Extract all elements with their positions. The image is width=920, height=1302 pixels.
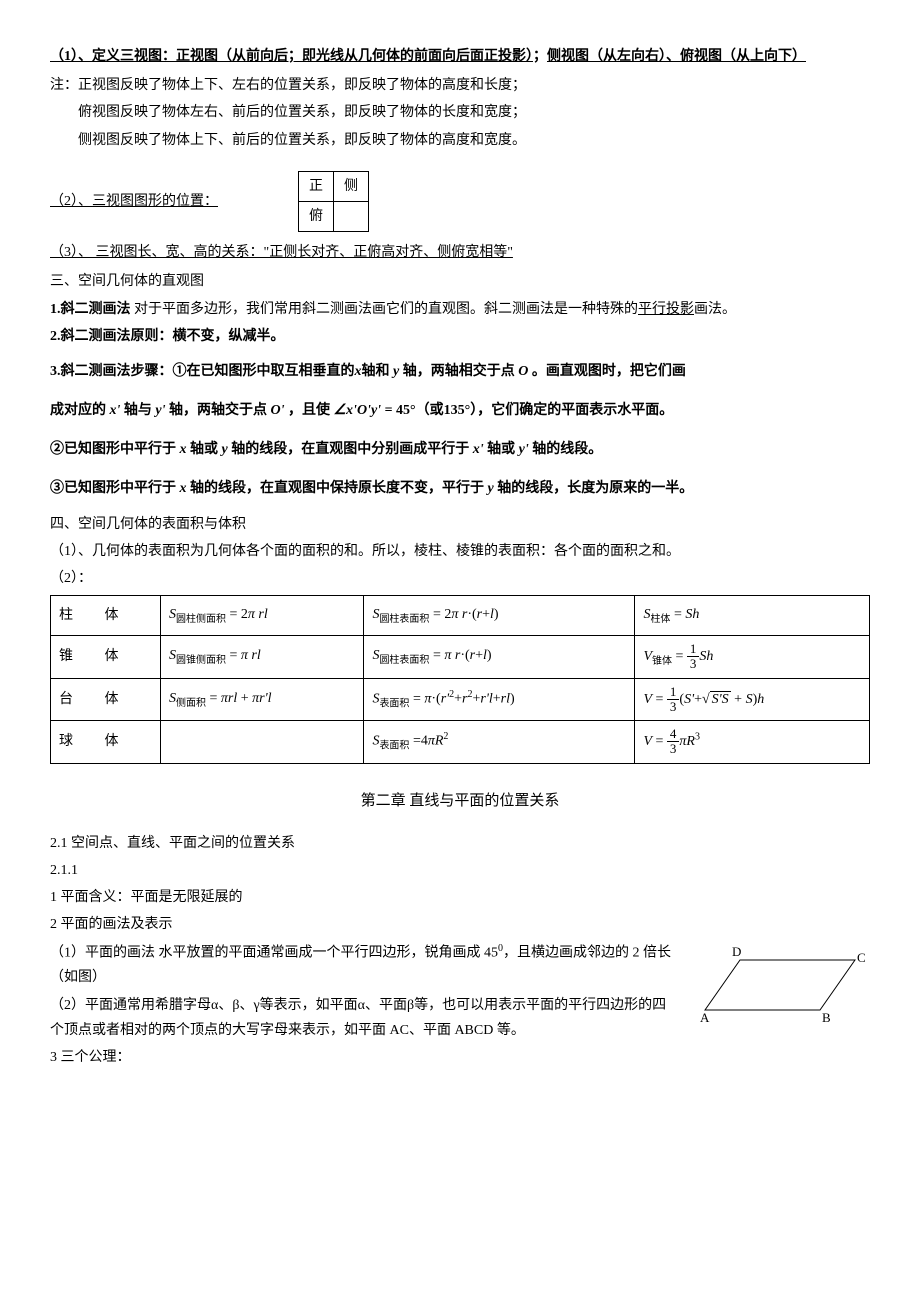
sec4-p3-step2: ②已知图形中平行于 x 轴或 y 轴的线段，在直观图中分别画成平行于 x' 轴或… xyxy=(50,437,870,462)
p3-3b: 轴或 xyxy=(190,442,218,457)
cell-empty xyxy=(334,201,369,231)
sec2-row: （2）、三视图图形的位置： 正 侧 俯 xyxy=(50,167,870,236)
table-row: 锥 体 S圆锥侧面积 = π rl S圆柱表面积 = π r·(r+l) V锥体… xyxy=(51,635,870,678)
sec4-p1-emph: 平行投影 xyxy=(638,302,694,317)
sec3-heading: （3）、 三视图长、宽、高的关系："正侧长对齐、正俯高对齐、侧俯宽相等" xyxy=(50,240,870,265)
p3-1b: 轴和 xyxy=(362,364,390,379)
p3-3d: 轴或 xyxy=(487,442,515,457)
sec5-p1: （1）、几何体的表面积为几何体各个面的面积的和。所以，棱柱、棱锥的表面积：各个面… xyxy=(50,539,870,564)
p3-2g: ），它们确定的平面表示水平面。 xyxy=(470,403,673,418)
cell-side: 侧 xyxy=(334,171,369,201)
label-B: B xyxy=(822,1010,831,1025)
sec4-p3-step3: ③已知图形中平行于 x 轴的线段，在直观图中保持原长度不变，平行于 y 轴的线段… xyxy=(50,476,870,501)
sec4-p1-tail: 画法。 xyxy=(694,302,736,317)
r2c2-sub: 圆柱表面积 xyxy=(379,655,429,666)
label-A: A xyxy=(700,1010,710,1025)
sec4-p1-lead: 1.斜二测画法 xyxy=(50,302,131,317)
p3-2f: 135° xyxy=(444,403,471,418)
row3-label: 台 体 xyxy=(51,678,161,721)
p3-2b: 轴与 xyxy=(124,403,152,418)
row4-c2: S表面积 =4πR2 xyxy=(364,721,635,764)
sec1-sep: ； xyxy=(533,49,547,64)
p3-2e: （或 xyxy=(416,403,444,418)
row3-c3: V = 13(S'+√S'S + S)h xyxy=(635,678,870,721)
r2c1-sub: 圆锥侧面积 xyxy=(176,655,226,666)
sec5-title: 四、空间几何体的表面积与体积 xyxy=(50,512,870,537)
p3-4b: 轴的线段，在直观图中保持原长度不变，平行于 xyxy=(190,481,484,496)
row2-c2: S圆柱表面积 = π r·(r+l) xyxy=(364,635,635,678)
ch2-p3: 3 三个公理： xyxy=(50,1045,870,1070)
p2-1b: 水平放置的平面通常画成一个平行四边形，锐角画成 45 xyxy=(155,945,498,960)
parallelogram-diagram: A B C D xyxy=(690,940,870,1039)
p3-1c: 轴，两轴相交于点 xyxy=(403,364,515,379)
sec4-p3-step1: 3.斜二测画法步骤：①在已知图形中取互相垂直的x轴和 y 轴，两轴相交于点 O … xyxy=(50,359,870,384)
p3-4c: 轴的线段，长度为原来的一半。 xyxy=(497,481,693,496)
sec1-note3: 侧视图反映了物体上下、前后的位置关系，即反映了物体的高度和宽度。 xyxy=(50,128,870,153)
row4-c3: V = 43πR3 xyxy=(635,721,870,764)
row4-label: 球 体 xyxy=(51,721,161,764)
row3-c2: S表面积 = π·(r'2+r2+r'l+rl) xyxy=(364,678,635,721)
sec5-p2: （2）： xyxy=(50,566,870,591)
p3-2d: ，且使 xyxy=(288,403,330,418)
ch2-s21: 2.1 空间点、直线、平面之间的位置关系 xyxy=(50,831,870,856)
sec1-front: 正视图（从前向后；即光线从几何体的前面向后面正投影） xyxy=(176,49,533,64)
three-view-position-table: 正 侧 俯 xyxy=(298,171,369,232)
label-C: C xyxy=(857,950,866,965)
ch2-p1: 1 平面含义：平面是无限延展的 xyxy=(50,885,870,910)
note1-text: 正视图反映了物体上下、左右的位置关系，即反映了物体的高度和长度； xyxy=(78,78,526,93)
row1-c3: S柱体 = Sh xyxy=(635,596,870,636)
label-D: D xyxy=(732,944,741,959)
row2-c1: S圆锥侧面积 = π rl xyxy=(161,635,364,678)
p3-3e: 轴的线段。 xyxy=(532,442,602,457)
sec1-side: 侧视图（从左向右）、俯视图（从上向下） xyxy=(547,49,806,64)
row1-label: 柱 体 xyxy=(51,596,161,636)
p3-1d: 。画直观图时，把它们画 xyxy=(532,364,686,379)
sec4-p3-step1b: 成对应的 x' 轴与 y' 轴，两轴交于点 O' ，且使 ∠x'O'y' = 4… xyxy=(50,398,870,423)
cell-front: 正 xyxy=(299,171,334,201)
row1-c1: S圆柱侧面积 = 2π rl xyxy=(161,596,364,636)
r1c3-sub: 柱体 xyxy=(650,614,670,625)
cell-top: 俯 xyxy=(299,201,334,231)
p3-1a: ①在已知图形中取互相垂直的 xyxy=(173,364,355,379)
p3-2c: 轴，两轴交于点 xyxy=(169,403,267,418)
p3-3c: 轴的线段，在直观图中分别画成平行于 xyxy=(231,442,469,457)
sec4-p1-body: 对于平面多边形，我们常用斜二测画法画它们的直观图。斜二测画法是一种特殊的 xyxy=(131,302,639,317)
sec4-p1: 1.斜二测画法 对于平面多边形，我们常用斜二测画法画它们的直观图。斜二测画法是一… xyxy=(50,297,870,322)
sec1-definition: （1）、定义三视图：正视图（从前向后；即光线从几何体的前面向后面正投影）；侧视图… xyxy=(50,44,870,69)
table-row: 柱 体 S圆柱侧面积 = 2π rl S圆柱表面积 = 2π r·(r+l) S… xyxy=(51,596,870,636)
r2c3-sub: 锥体 xyxy=(652,656,672,667)
parallelogram-svg: A B C D xyxy=(690,940,870,1030)
table-row: 球 体 S表面积 =4πR2 V = 43πR3 xyxy=(51,721,870,764)
r1c2-sub: 圆柱表面积 xyxy=(379,614,429,625)
p3-lead: 3.斜二测画法步骤： xyxy=(50,364,173,379)
r3c2-sub: 表面积 xyxy=(379,698,409,709)
ch2-p2: 2 平面的画法及表示 xyxy=(50,912,870,937)
sec1-heading: （1）、定义三视图： xyxy=(50,49,176,64)
r3c1-sub: 侧面积 xyxy=(176,698,206,709)
ch2-s211: 2.1.1 xyxy=(50,858,870,883)
table-row: 台 体 S侧面积 = πrl + πr'l S表面积 = π·(r'2+r2+r… xyxy=(51,678,870,721)
row3-c1: S侧面积 = πrl + πr'l xyxy=(161,678,364,721)
formula-table: 柱 体 S圆柱侧面积 = 2π rl S圆柱表面积 = 2π r·(r+l) S… xyxy=(50,595,870,764)
p2-1a: （1）平面的画法 xyxy=(50,945,155,960)
p3-3a: ②已知图形中平行于 xyxy=(50,442,176,457)
sec1-note2: 俯视图反映了物体左右、前后的位置关系，即反映了物体的长度和宽度； xyxy=(50,100,870,125)
row4-c1 xyxy=(161,721,364,764)
r4c2-sub: 表面积 xyxy=(379,741,409,752)
sec1-note1: 注：正视图反映了物体上下、左右的位置关系，即反映了物体的高度和长度； xyxy=(50,73,870,98)
row2-label: 锥 体 xyxy=(51,635,161,678)
row2-c3: V锥体 = 13Sh xyxy=(635,635,870,678)
p3-4a: ③已知图形中平行于 xyxy=(50,481,176,496)
sec4-title: 三、空间几何体的直观图 xyxy=(50,269,870,294)
note-lead: 注： xyxy=(50,78,78,93)
sec4-p2: 2.斜二测画法原则：横不变，纵减半。 xyxy=(50,324,870,349)
r1c1-sub: 圆柱侧面积 xyxy=(176,614,226,625)
chapter2-title: 第二章 直线与平面的位置关系 xyxy=(50,788,870,815)
sec2-heading: （2）、三视图图形的位置： xyxy=(50,189,218,214)
row1-c2: S圆柱表面积 = 2π r·(r+l) xyxy=(364,596,635,636)
p3-2a: 成对应的 xyxy=(50,403,106,418)
